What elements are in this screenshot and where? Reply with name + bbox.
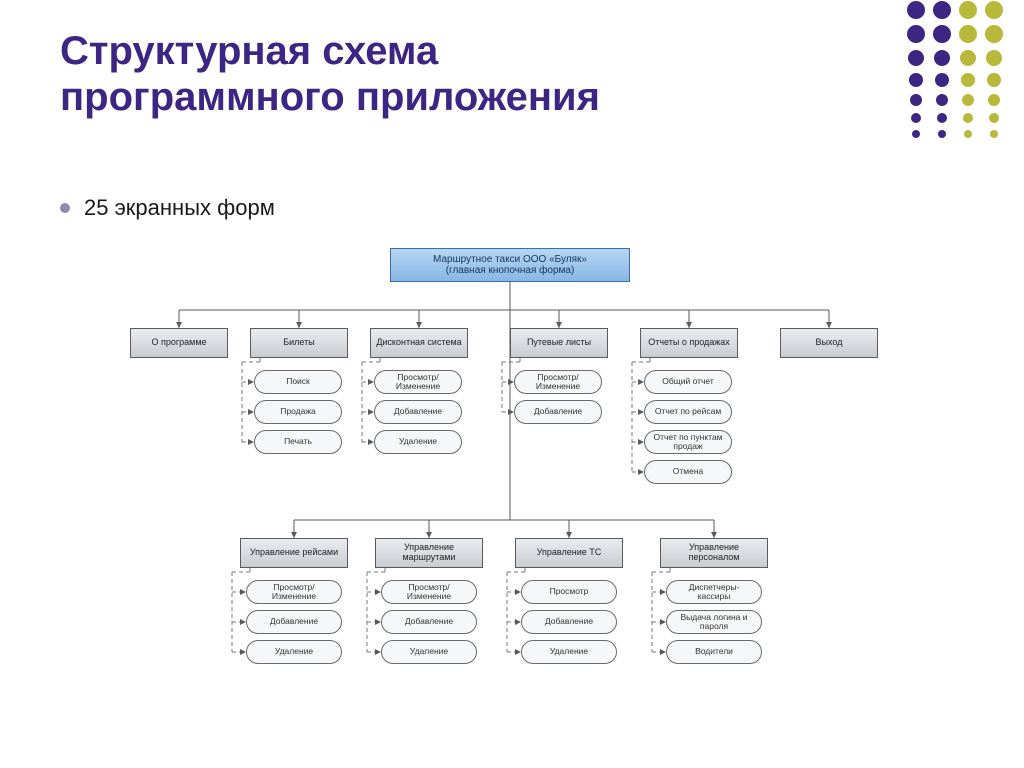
- bullet-text: 25 экранных форм: [84, 195, 275, 221]
- row2-child: Диспетчеры-кассиры: [666, 580, 762, 604]
- row1-child: Отмена: [644, 460, 732, 484]
- row1-child: Просмотр/Изменение: [514, 370, 602, 394]
- structure-diagram: Маршрутное такси ООО «Буляк»(главная кно…: [120, 248, 940, 748]
- decor-dot: [985, 25, 1003, 43]
- row2-node: Управление ТС: [515, 538, 623, 568]
- row2-node: Управление рейсами: [240, 538, 348, 568]
- decor-dot: [985, 1, 1003, 19]
- decor-dot: [907, 25, 925, 43]
- decor-dot: [938, 130, 946, 138]
- decor-dot: [911, 113, 921, 123]
- decor-dot: [935, 73, 949, 87]
- row1-child: Печать: [254, 430, 342, 454]
- page-title: Структурная схема программного приложени…: [60, 28, 600, 120]
- decor-dot: [988, 94, 1000, 106]
- row1-child: Поиск: [254, 370, 342, 394]
- row1-child: Удаление: [374, 430, 462, 454]
- decor-dot: [962, 94, 974, 106]
- row1-node: Отчеты о продажах: [640, 328, 738, 358]
- decor-dot: [937, 113, 947, 123]
- decor-dot: [936, 94, 948, 106]
- row2-child: Добавление: [246, 610, 342, 634]
- row1-node: О программе: [130, 328, 228, 358]
- decor-dot: [986, 50, 1002, 66]
- decor-dot: [959, 25, 977, 43]
- decor-dot: [934, 50, 950, 66]
- row2-child: Удаление: [246, 640, 342, 664]
- decor-dot: [909, 73, 923, 87]
- row2-child: Водители: [666, 640, 762, 664]
- decor-dot: [963, 113, 973, 123]
- title-line-1: Структурная схема: [60, 29, 438, 73]
- row2-node: Управлениемаршрутами: [375, 538, 483, 568]
- row2-child: Просмотр: [521, 580, 617, 604]
- decor-dot: [912, 130, 920, 138]
- decor-dot: [961, 73, 975, 87]
- row1-child: Добавление: [374, 400, 462, 424]
- decor-dot: [964, 130, 972, 138]
- bullet-icon: [60, 203, 70, 213]
- row1-node: Путевые листы: [510, 328, 608, 358]
- row1-child: Продажа: [254, 400, 342, 424]
- row2-child: Просмотр/Изменение: [246, 580, 342, 604]
- row1-child: Просмотр/Изменение: [374, 370, 462, 394]
- row2-child: Удаление: [381, 640, 477, 664]
- title-line-2: программного приложения: [60, 75, 600, 119]
- row1-child: Общий отчет: [644, 370, 732, 394]
- row2-node: Управлениеперсоналом: [660, 538, 768, 568]
- row1-child: Отчет по рейсам: [644, 400, 732, 424]
- row1-child: Отчет по пунктампродаж: [644, 430, 732, 454]
- decor-dot: [959, 1, 977, 19]
- row1-child: Добавление: [514, 400, 602, 424]
- row2-child: Добавление: [381, 610, 477, 634]
- bullet-item: 25 экранных форм: [60, 195, 275, 221]
- row2-child: Добавление: [521, 610, 617, 634]
- row1-node: Билеты: [250, 328, 348, 358]
- decor-dot: [987, 73, 1001, 87]
- decor-dot: [908, 50, 924, 66]
- row2-child: Выдача логина ипароля: [666, 610, 762, 634]
- decor-dot: [907, 1, 925, 19]
- root-node: Маршрутное такси ООО «Буляк»(главная кно…: [390, 248, 630, 282]
- row1-node: Выход: [780, 328, 878, 358]
- decor-dot: [933, 1, 951, 19]
- decor-dot: [989, 113, 999, 123]
- row2-child: Удаление: [521, 640, 617, 664]
- decor-dot-grid: [916, 10, 1006, 150]
- decor-dot: [960, 50, 976, 66]
- decor-dot: [933, 25, 951, 43]
- row1-node: Дисконтная система: [370, 328, 468, 358]
- decor-dot: [990, 130, 998, 138]
- decor-dot: [910, 94, 922, 106]
- row2-child: Просмотр/Изменение: [381, 580, 477, 604]
